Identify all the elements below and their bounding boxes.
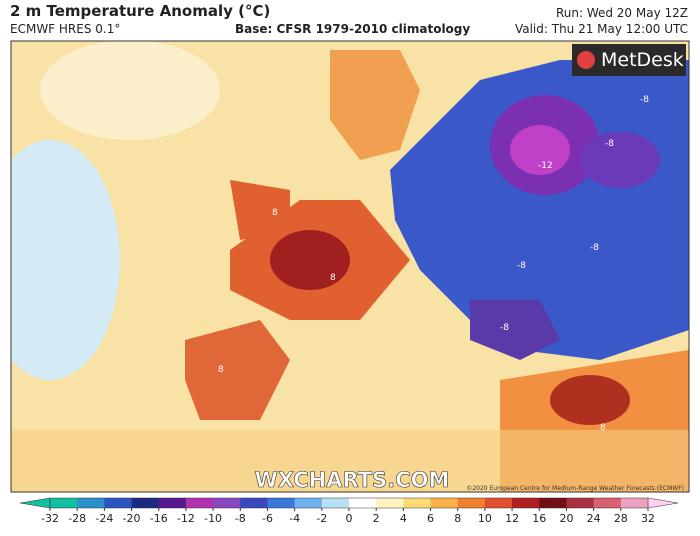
colorbar-segment bbox=[620, 498, 649, 508]
valid: Valid: Thu 21 May 12:00 UTC bbox=[514, 22, 688, 36]
colorbar-label: 8 bbox=[454, 512, 461, 525]
colorbar-label: 16 bbox=[532, 512, 546, 525]
model: ECMWF HRES 0.1° bbox=[10, 22, 121, 36]
contour-label: 8 bbox=[330, 273, 336, 283]
colorbar-label: 32 bbox=[641, 512, 655, 525]
colorbar: -32 -28 -24 -20 -16 -12 -10 -8 -6 -4 -2 0 2 4 6 8 10 12 16… bbox=[19, 497, 679, 525]
colorbar-end bbox=[647, 497, 679, 509]
run: Run: Wed 20 May 12Z bbox=[555, 6, 688, 20]
colorbar-segment bbox=[566, 498, 595, 508]
colorbar-segment bbox=[349, 498, 377, 508]
colorbar-segment bbox=[376, 498, 404, 508]
colorbar-segment bbox=[512, 498, 540, 508]
contour-label: 8 bbox=[600, 423, 606, 433]
contour-labels: 8 8 -8 -8 -12 -8 -8 8 8 -8 bbox=[218, 95, 649, 433]
colorbar-segment bbox=[131, 498, 160, 508]
contour-label: -8 bbox=[590, 243, 599, 253]
colorbar-label: 20 bbox=[559, 512, 573, 525]
colorbar-segment bbox=[539, 498, 567, 508]
colorbar-label: -6 bbox=[262, 512, 273, 525]
base: Base: CFSR 1979-2010 climatology bbox=[235, 22, 471, 36]
colorbar-label: 28 bbox=[614, 512, 628, 525]
contour-label: 8 bbox=[218, 365, 224, 375]
colorbar-segment bbox=[321, 498, 350, 508]
contour-label: -12 bbox=[538, 161, 553, 171]
copyright: ©2020 European Centre for Medium-Range W… bbox=[466, 485, 684, 492]
colorbar-label: 2 bbox=[373, 512, 380, 525]
contour-label: -8 bbox=[500, 323, 509, 333]
colorbar-label: -4 bbox=[289, 512, 300, 525]
colorbar-segment bbox=[240, 498, 268, 508]
colorbar-end bbox=[19, 497, 51, 509]
contour-label: -8 bbox=[605, 139, 614, 149]
colorbar-segment bbox=[77, 498, 105, 508]
map-frame bbox=[10, 40, 690, 493]
colorbar-segment bbox=[158, 498, 187, 508]
colorbar-label: 6 bbox=[427, 512, 434, 525]
colorbar-segment bbox=[50, 498, 78, 508]
colorbar-label: -28 bbox=[68, 512, 86, 525]
colorbar-label: -20 bbox=[123, 512, 141, 525]
colorbar-label: -32 bbox=[41, 512, 59, 525]
colorbar-label: 24 bbox=[587, 512, 601, 525]
colorbar-label: -24 bbox=[95, 512, 113, 525]
colorbar-segment bbox=[403, 498, 432, 508]
colorbar-label: -12 bbox=[177, 512, 195, 525]
colorbar-segment bbox=[484, 498, 513, 508]
colorbar-label: 12 bbox=[505, 512, 519, 525]
colorbar-label: 4 bbox=[400, 512, 407, 525]
colorbar-label: -8 bbox=[235, 512, 246, 525]
colorbar-label: -16 bbox=[150, 512, 168, 525]
colorbar-segment bbox=[267, 498, 296, 508]
contour-label: -8 bbox=[517, 261, 526, 271]
contour-label: 8 bbox=[272, 208, 278, 218]
logo: MetDesk bbox=[601, 49, 684, 71]
colorbar-label: 0 bbox=[346, 512, 353, 525]
colorbar-segment bbox=[593, 498, 622, 508]
colorbar-segment bbox=[457, 498, 486, 508]
colorbar-segment bbox=[185, 498, 214, 508]
colorbar-label: 10 bbox=[478, 512, 492, 525]
colorbar-segment bbox=[104, 498, 133, 508]
title: 2 m Temperature Anomaly (°C) bbox=[10, 2, 271, 20]
contour-label: -8 bbox=[640, 95, 649, 105]
colorbar-segment bbox=[213, 498, 241, 508]
colorbar-label: -2 bbox=[316, 512, 327, 525]
colorbar-segment bbox=[430, 498, 459, 508]
watermark: WXCHARTS.COM bbox=[255, 468, 450, 492]
colorbar-label: -10 bbox=[204, 512, 222, 525]
colorbar-segment bbox=[294, 498, 323, 508]
